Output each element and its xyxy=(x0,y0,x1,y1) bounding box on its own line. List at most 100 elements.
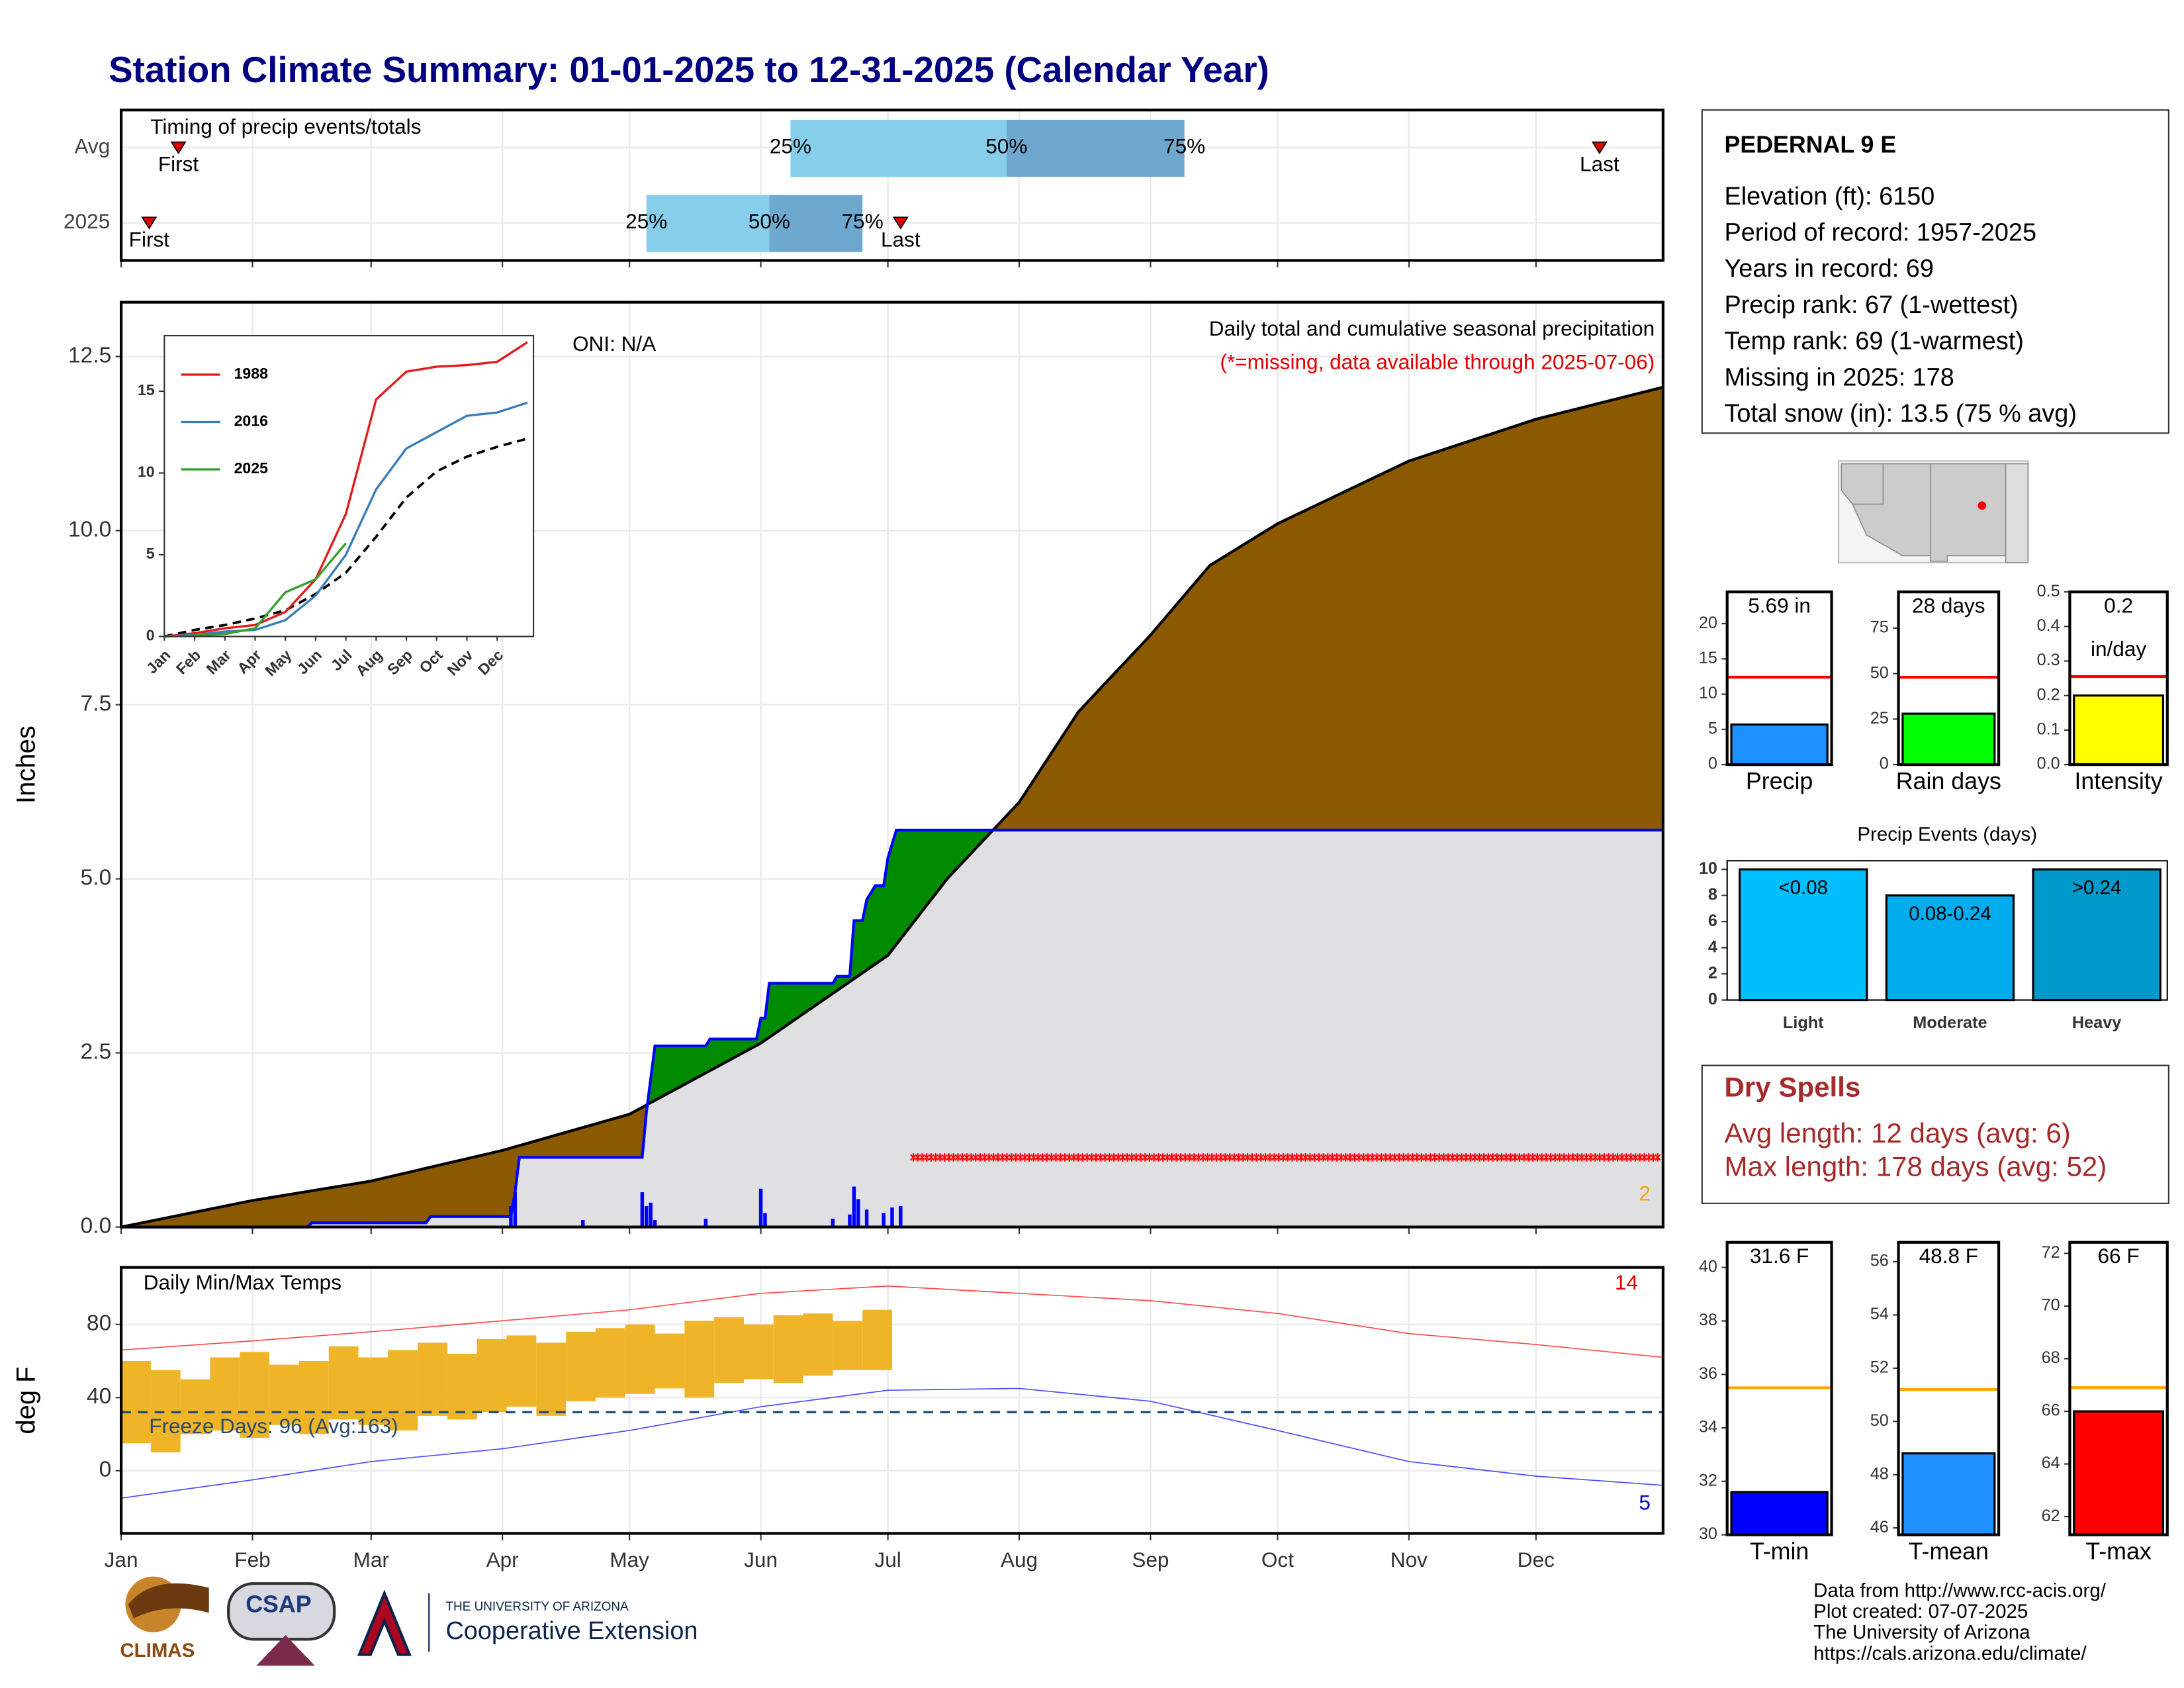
quartile-label: 75% xyxy=(1163,134,1205,158)
y-tick-label: 0.1 xyxy=(2037,720,2060,739)
y-tick-label: 2.5 xyxy=(81,1039,112,1064)
temp-range-bar xyxy=(477,1338,507,1413)
bar xyxy=(2073,1410,2165,1536)
y-tick-label: 6 xyxy=(1708,912,1717,930)
station-line: Missing in 2025: 178 xyxy=(1724,363,1954,391)
x-tick-label: Jan xyxy=(105,1548,138,1571)
daily-bar xyxy=(653,1220,657,1227)
y-tick-label: 10 xyxy=(138,463,155,481)
y-tick-label: 46 xyxy=(1870,1518,1889,1536)
y-tick-label: 25 xyxy=(1870,709,1889,727)
value-label: 31.6 F xyxy=(1750,1244,1809,1268)
panel-subtitle: (*=missing, data available through 2025-… xyxy=(1220,350,1655,373)
page-title: Station Climate Summary: 01-01-2025 to 1… xyxy=(109,49,1269,90)
daily-bar xyxy=(581,1220,585,1227)
x-tick-label: Feb xyxy=(234,1548,270,1571)
row-label: 2025 xyxy=(64,209,110,233)
bar xyxy=(1730,1491,1829,1536)
daily-bar xyxy=(509,1206,513,1227)
y-tick-label: 34 xyxy=(1699,1418,1717,1436)
temp-range-bar xyxy=(862,1309,892,1370)
bin-label: 0.08-0.24 xyxy=(1909,903,1991,925)
x-tick-label: Sep xyxy=(1132,1548,1169,1571)
footer-line: https://cals.arizona.edu/climate/ xyxy=(1813,1642,2087,1664)
daily-bar xyxy=(758,1188,763,1227)
bar xyxy=(1739,868,1868,1002)
x-tick-label: Jun xyxy=(744,1548,778,1571)
panel-title: Timing of precip events/totals xyxy=(150,115,421,138)
y-tick-label: 32 xyxy=(1699,1471,1717,1489)
quartile-label: 50% xyxy=(985,134,1027,158)
daily-bar xyxy=(645,1206,649,1227)
avg-max-line xyxy=(121,1285,1663,1358)
y-tick-label: 48 xyxy=(1870,1464,1889,1483)
station-line: Total snow (in): 13.5 (75 % avg) xyxy=(1724,400,2076,428)
quartile-label: 25% xyxy=(770,134,811,158)
quartile-label: 25% xyxy=(625,209,667,233)
y-tick-label: 56 xyxy=(1870,1252,1889,1270)
y-axis-label: deg F xyxy=(12,1366,41,1434)
y-tick-label: 80 xyxy=(87,1311,111,1336)
temp-range-bar xyxy=(833,1321,863,1370)
temp-range-bar xyxy=(684,1321,715,1398)
temp-range-bar xyxy=(773,1315,803,1383)
y-tick-label: 10 xyxy=(1699,859,1717,878)
temp-range-bar xyxy=(269,1364,299,1425)
category-label: Rain days xyxy=(1896,768,2001,794)
temp-range-bar xyxy=(506,1335,537,1407)
daily-bar xyxy=(890,1207,894,1227)
y-tick-label: 0 xyxy=(1708,755,1717,773)
locator-map xyxy=(1838,460,2029,564)
daily-bar xyxy=(831,1218,835,1227)
annotation: ONI: N/A xyxy=(572,332,656,355)
temp-range-bar xyxy=(536,1342,567,1416)
avg-min-line xyxy=(120,1387,1663,1499)
value-label: 48.8 F xyxy=(1919,1244,1978,1268)
chart-frame xyxy=(1726,860,2168,1001)
chart-title: Precip Events (days) xyxy=(1857,823,2037,845)
category-label: Intensity xyxy=(2074,768,2162,794)
temp-range-bar xyxy=(447,1353,477,1420)
dry-spells-line: Avg length: 12 days (avg: 6) xyxy=(1724,1117,2070,1149)
y-tick-label: 10.0 xyxy=(68,518,112,542)
y-tick-label: 72 xyxy=(2042,1243,2060,1262)
chart-frame xyxy=(1897,590,2001,767)
y-tick-label: 54 xyxy=(1870,1305,1889,1323)
y-tick-label: 52 xyxy=(1870,1358,1889,1377)
y-tick-label: 0.4 xyxy=(2037,616,2060,635)
category-label: Moderate xyxy=(1913,1013,1987,1032)
value-label: 28 days xyxy=(1912,594,1985,618)
missing-markers xyxy=(910,1153,1661,1162)
y-tick-label: 40 xyxy=(87,1384,111,1409)
x-tick-label: Nov xyxy=(1390,1548,1428,1571)
annotation: Freeze Days: 96 (Avg:163) xyxy=(149,1414,398,1438)
category-label: T-mean xyxy=(1909,1538,1989,1564)
y-tick-label: 30 xyxy=(1699,1524,1717,1543)
quartile-label: 75% xyxy=(842,209,884,233)
panel-title: Daily total and cumulative seasonal prec… xyxy=(1209,316,1655,340)
station-box xyxy=(1701,109,2169,434)
footer-line: Plot created: 07-07-2025 xyxy=(1813,1601,2028,1622)
temp-range-bar xyxy=(418,1342,447,1416)
value-label: 0.2 xyxy=(2104,594,2133,618)
series-line xyxy=(164,341,528,638)
bar xyxy=(1885,894,2015,1002)
y-tick-label: 62 xyxy=(2042,1507,2060,1525)
bin-label: <0.08 xyxy=(1778,877,1828,899)
inset-frame xyxy=(163,335,535,637)
y-tick-label: 40 xyxy=(1699,1257,1717,1276)
temp-range-bar xyxy=(358,1357,388,1425)
average-line xyxy=(163,437,528,638)
y-tick-label: 36 xyxy=(1699,1364,1717,1383)
y-tick-label: 8 xyxy=(1708,885,1717,904)
last-label: Last xyxy=(881,227,921,251)
unit-label: in/day xyxy=(2091,637,2146,661)
x-tick-label: Mar xyxy=(353,1548,389,1571)
y-tick-label: 50 xyxy=(1870,1411,1889,1430)
x-tick-label: Apr xyxy=(486,1548,519,1571)
bar xyxy=(2073,694,2165,766)
category-label: Precip xyxy=(1746,768,1813,794)
temp-range-bar xyxy=(803,1313,833,1376)
y-tick-label: 12.5 xyxy=(68,344,112,368)
daily-bar xyxy=(763,1213,767,1227)
